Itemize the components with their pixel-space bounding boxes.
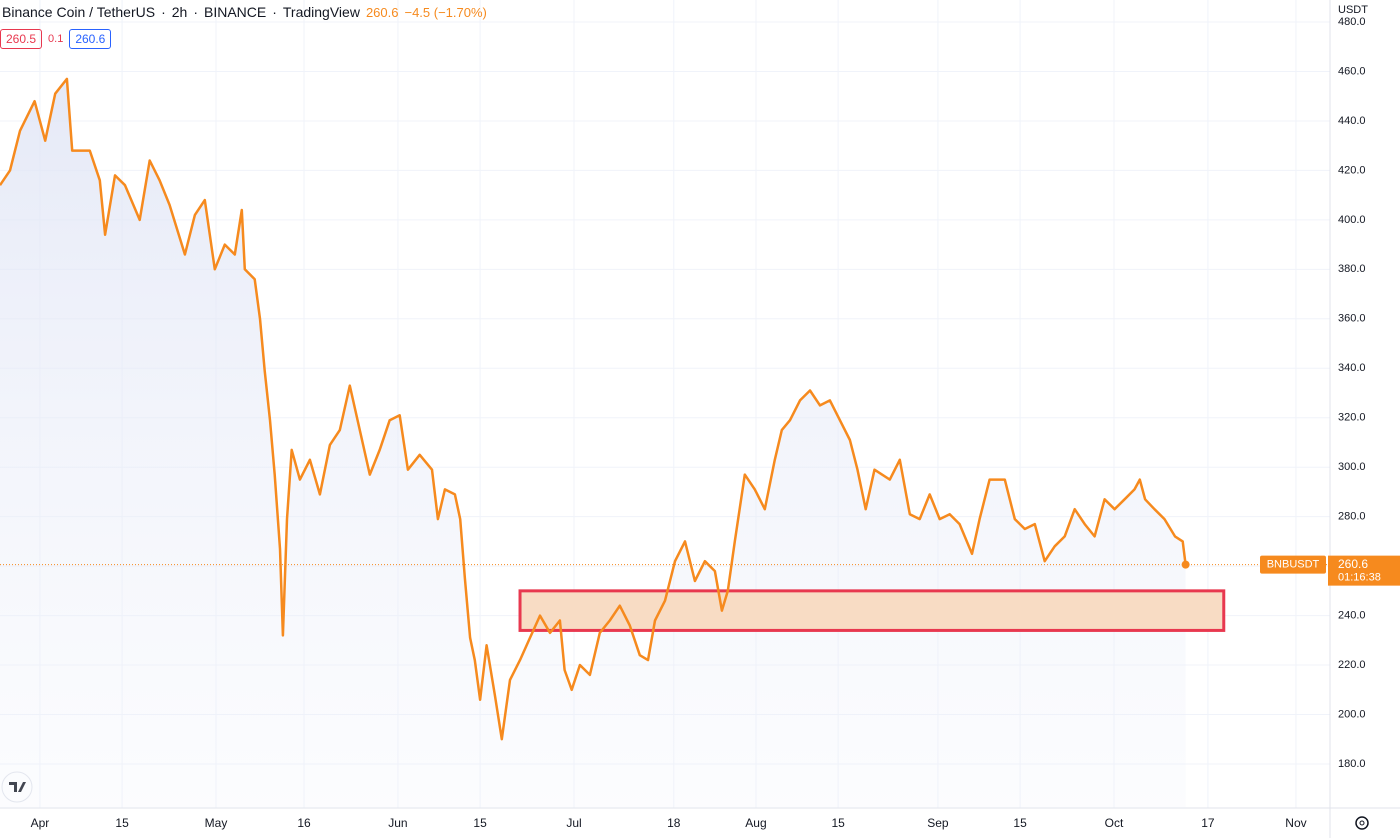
- x-tick-label: Nov: [1285, 816, 1306, 830]
- spread: 0.1: [48, 33, 64, 45]
- exchange: BINANCE: [203, 4, 267, 20]
- x-tick-label: 15: [473, 816, 487, 830]
- countdown-label: 01:16:38: [1338, 572, 1381, 584]
- interval[interactable]: 2h: [171, 4, 188, 20]
- y-tick-label: 400.0: [1338, 214, 1366, 226]
- x-tick-label: May: [205, 816, 228, 830]
- y-tick-label: 420.0: [1338, 164, 1366, 176]
- x-tick-label: Jul: [566, 816, 581, 830]
- area: [0, 78, 1186, 808]
- y-tick-label: 320.0: [1338, 412, 1366, 424]
- x-tick-label: 16: [297, 816, 311, 830]
- y-tick-label: 220.0: [1338, 659, 1366, 671]
- price-tag-label: 260.6: [1338, 557, 1368, 571]
- currency-label: USDT: [1338, 4, 1368, 16]
- x-tick-label: 15: [1013, 816, 1027, 830]
- y-tick-label: 180.0: [1338, 758, 1366, 770]
- bid[interactable]: 260.5: [0, 29, 43, 49]
- y-tick-label: 480.0: [1338, 16, 1366, 28]
- price-line: [0, 77, 1187, 741]
- source: TradingView: [282, 4, 360, 20]
- change: −4.5 (−1.70%): [404, 4, 487, 20]
- symbol-tag: [1260, 555, 1326, 574]
- ask[interactable]: 260.6: [69, 29, 112, 49]
- x-tick-label: 15: [831, 816, 845, 830]
- y-tick-label: 440.0: [1338, 115, 1366, 127]
- y-tick-label: 300.0: [1338, 461, 1366, 473]
- x-tick-label: 15: [115, 816, 129, 830]
- last-price: 260.6: [365, 4, 399, 20]
- x-tick-label: 18: [667, 816, 681, 830]
- highlight-zone: [518, 589, 1226, 632]
- x-tick-label: Jun: [388, 816, 407, 830]
- x-tick-label: Aug: [745, 816, 766, 830]
- y-tick-label: 460.0: [1338, 65, 1366, 77]
- price-tag: [1328, 555, 1400, 586]
- settings-icon[interactable]: [1355, 816, 1369, 830]
- symbol-tag-label: BNBUSDT: [1267, 559, 1320, 571]
- x-tick-label: Apr: [31, 816, 50, 830]
- y-tick-label: 380.0: [1338, 263, 1366, 275]
- y-tick-label: 240.0: [1338, 609, 1366, 621]
- x-tick-label: Sep: [927, 816, 949, 830]
- y-tick-label: 360.0: [1338, 313, 1366, 325]
- order-boxes: 260.5 0.1 260.6: [0, 29, 112, 49]
- y-tick-label: 340.0: [1338, 362, 1366, 374]
- x-tick-label: Oct: [1105, 816, 1124, 830]
- y-tick-label: 280.0: [1338, 511, 1366, 523]
- x-tick-label: 17: [1201, 816, 1215, 830]
- header: Binance Coin / TetherUS · 2h · BINANCE · Tr…: [2, 4, 487, 20]
- y-tick-label: 200.0: [1338, 708, 1366, 720]
- symbol: Binance Coin / TetherUS: [2, 4, 156, 20]
